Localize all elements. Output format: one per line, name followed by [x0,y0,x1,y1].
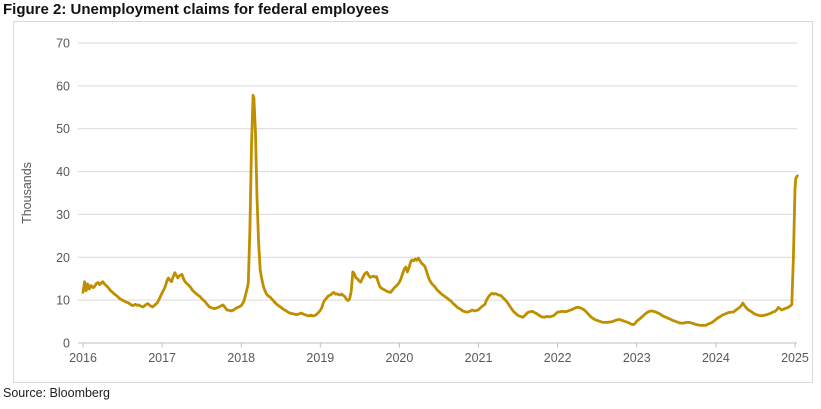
x-tick-label-2025: 2025 [781,351,809,365]
y-tick-label-70: 70 [56,37,70,51]
y-tick-label-20: 20 [56,251,70,265]
x-tick-label-2022: 2022 [544,351,572,365]
chart-frame [13,21,813,383]
x-tick-label-2017: 2017 [148,351,176,365]
series-line [81,93,799,327]
y-tick-label-40: 40 [56,165,70,179]
x-tick-label-2023: 2023 [623,351,651,365]
y-tick-label-60: 60 [56,79,70,93]
y-tick-label-30: 30 [56,208,70,222]
y-tick-label-50: 50 [56,122,70,136]
x-tick-label-2020: 2020 [386,351,414,365]
x-tick-label-2019: 2019 [306,351,334,365]
figure-title: Figure 2: Unemployment claims for federa… [3,1,389,18]
x-tick-label-2018: 2018 [227,351,255,365]
y-tick-label-10: 10 [56,294,70,308]
x-tick-label-2024: 2024 [702,351,730,365]
y-tick-label-0: 0 [63,337,70,351]
y-axis-title: Thousands [20,162,34,224]
x-tick-label-2021: 2021 [465,351,493,365]
x-tick-label-2016: 2016 [69,351,97,365]
source-note: Source: Bloomberg [3,386,111,400]
